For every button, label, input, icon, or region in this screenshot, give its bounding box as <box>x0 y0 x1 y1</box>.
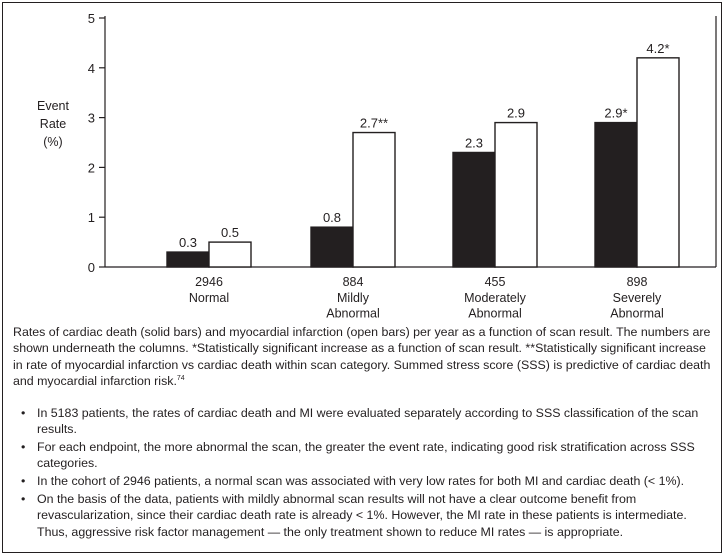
data-label: 4.2* <box>646 41 669 56</box>
list-item-text: In 5183 patients, the rates of cardiac d… <box>37 406 699 437</box>
list-item: • For each endpoint, the more abnormal th… <box>13 439 713 472</box>
data-label: 0.3 <box>179 235 197 250</box>
list-item: • In 5183 patients, the rates of cardiac … <box>13 405 713 438</box>
y-tick-label: 4 <box>88 61 95 76</box>
data-label: 0.8 <box>323 210 341 225</box>
bar-chart: 0 1 2 3 4 5 0.3 0.8 2.3 2.9* 0.5 2.7** 2.9 4.2* 2946… <box>88 11 717 321</box>
bar-cardiac-death <box>166 251 210 268</box>
category-label: Abnormal <box>468 307 522 321</box>
y-tick-label: 0 <box>88 260 95 275</box>
caption-reference: 74 <box>176 374 185 382</box>
bar-cardiac-death <box>452 151 496 268</box>
category-count: 455 <box>485 275 506 289</box>
y-tick-label: 1 <box>88 210 95 225</box>
category-count: 898 <box>627 275 648 289</box>
y-axis-title-line: Rate <box>39 117 67 131</box>
bullet-glyph: • <box>21 491 26 506</box>
y-axis-title-line: (%) <box>43 135 63 149</box>
y-tick-label: 5 <box>88 11 95 26</box>
bullet-glyph: • <box>21 474 26 489</box>
bar-myocardial-infarction <box>636 57 680 268</box>
list-item-text: For each endpoint, the more abnormal the… <box>37 440 695 471</box>
bar-myocardial-infarction <box>208 241 252 268</box>
category-label: Moderately <box>464 291 527 305</box>
bar-myocardial-infarction <box>494 121 538 268</box>
category-label: Mildly <box>337 291 370 305</box>
caption-text: Rates of cardiac death (solid bars) and … <box>13 325 711 388</box>
y-ticks: 0 1 2 3 4 5 <box>88 11 105 275</box>
bars <box>166 57 680 268</box>
category-label: Severely <box>613 291 662 305</box>
bullet-glyph: • <box>21 406 26 420</box>
figure-caption: Rates of cardiac death (solid bars) and … <box>13 324 713 389</box>
bullet-glyph: • <box>21 440 26 455</box>
data-label: 0.5 <box>221 225 239 240</box>
category-label: Abnormal <box>610 307 664 321</box>
data-label: 2.3 <box>465 135 483 150</box>
data-labels: 0.3 0.8 2.3 2.9* 0.5 2.7** 2.9 4.2* <box>179 41 670 250</box>
list-item-text: On the basis of the data, patients with … <box>37 491 687 539</box>
y-tick-label: 3 <box>88 111 95 126</box>
y-axis-title-line: Event <box>37 99 69 113</box>
y-tick-label: 2 <box>88 160 95 175</box>
list-item: • In the cohort of 2946 patients, a norma… <box>13 473 713 489</box>
data-label: 2.7** <box>360 116 388 131</box>
bar-myocardial-infarction <box>352 131 396 268</box>
data-label: 2.9* <box>604 106 627 121</box>
category-count: 884 <box>343 275 364 289</box>
list-item-text: In the cohort of 2946 patients, a normal… <box>37 474 685 489</box>
category-count: 2946 <box>195 275 223 289</box>
category-labels: 2946 Normal 884 Mildly Abnormal 455 Moderately… <box>189 275 664 321</box>
bar-cardiac-death <box>594 121 638 268</box>
list-item: • On the basis of the data, patients with… <box>13 491 713 540</box>
bullet-list: • In 5183 patients, the rates of cardiac … <box>13 405 713 541</box>
category-label: Normal <box>189 291 229 305</box>
category-label: Abnormal <box>326 307 380 321</box>
data-label: 2.9 <box>507 106 525 121</box>
bar-cardiac-death <box>310 226 354 268</box>
y-axis-title: Event Rate (%) <box>25 97 81 151</box>
